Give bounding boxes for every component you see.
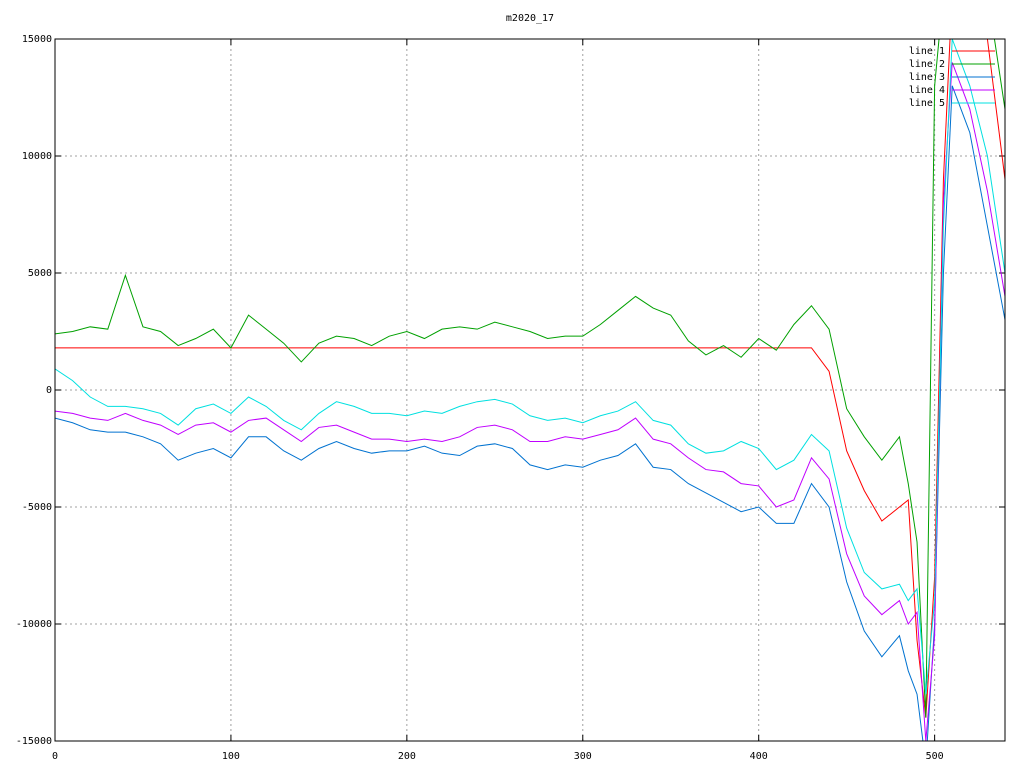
series-line — [55, 62, 1005, 741]
y-tick-label: -10000 — [16, 619, 52, 630]
chart-title: m2020_17 — [506, 13, 554, 24]
x-tick-label: 0 — [52, 751, 58, 762]
x-tick-label: 300 — [574, 751, 592, 762]
x-tick-label: 100 — [222, 751, 240, 762]
plot-border — [54, 38, 1006, 742]
y-tick-label: 15000 — [22, 34, 52, 45]
legend-label: line 1 — [909, 46, 945, 57]
series-line — [55, 39, 1005, 695]
legend: line 1 line 2 line 3 line 4 line 5 — [909, 46, 995, 109]
x-tick-label: 400 — [750, 751, 768, 762]
y-tick-label: -15000 — [16, 736, 52, 747]
x-tick-label: 200 — [398, 751, 416, 762]
legend-label: line 3 — [909, 72, 945, 83]
legend-label: line 2 — [909, 59, 945, 70]
y-tick-label: 5000 — [28, 268, 52, 279]
x-tick-label: 500 — [926, 751, 944, 762]
y-tick-label: -5000 — [22, 502, 52, 513]
series-line — [55, 39, 1005, 718]
plot-lines — [55, 39, 1005, 741]
y-tick-label: 10000 — [22, 151, 52, 162]
y-tick-label: 0 — [46, 385, 52, 396]
series-line — [55, 85, 1005, 741]
legend-label: line 4 — [909, 85, 945, 96]
legend-label: line 5 — [909, 98, 945, 109]
series-line — [55, 39, 1005, 718]
